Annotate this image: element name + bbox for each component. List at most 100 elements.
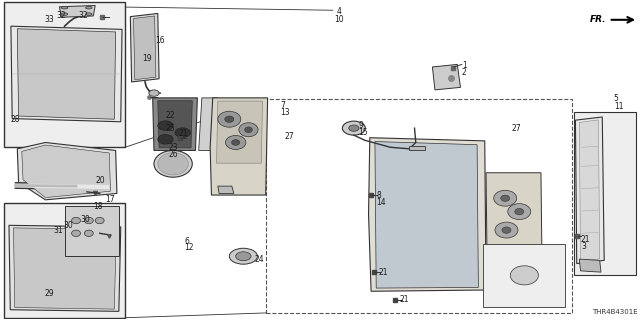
- Text: 21: 21: [400, 295, 410, 304]
- Ellipse shape: [502, 227, 511, 233]
- Polygon shape: [575, 117, 604, 264]
- Ellipse shape: [508, 204, 531, 220]
- Ellipse shape: [154, 150, 192, 177]
- Polygon shape: [375, 141, 478, 288]
- Text: 10: 10: [334, 15, 344, 24]
- Ellipse shape: [244, 127, 252, 132]
- Text: 24: 24: [255, 255, 264, 264]
- Text: 19: 19: [143, 53, 152, 62]
- Text: 28: 28: [10, 115, 20, 124]
- Text: 13: 13: [280, 108, 290, 117]
- Polygon shape: [198, 98, 218, 150]
- Ellipse shape: [493, 190, 516, 206]
- Ellipse shape: [158, 134, 173, 144]
- Text: 32: 32: [57, 11, 67, 20]
- Ellipse shape: [218, 111, 241, 127]
- Polygon shape: [369, 138, 486, 291]
- Bar: [4, 203, 125, 318]
- Ellipse shape: [61, 13, 68, 15]
- Polygon shape: [17, 29, 116, 119]
- Ellipse shape: [158, 121, 173, 130]
- Text: 18: 18: [93, 202, 103, 211]
- Ellipse shape: [86, 6, 92, 9]
- Polygon shape: [410, 146, 426, 150]
- Ellipse shape: [239, 123, 258, 137]
- Ellipse shape: [515, 208, 524, 215]
- Text: 27: 27: [511, 124, 521, 133]
- Text: 29: 29: [44, 289, 54, 298]
- Text: 32: 32: [79, 11, 88, 20]
- Text: 26: 26: [168, 150, 178, 159]
- Text: 3: 3: [582, 242, 587, 251]
- Text: 21: 21: [178, 129, 188, 138]
- Bar: [266, 100, 572, 313]
- Text: 8: 8: [376, 190, 381, 200]
- Text: 25: 25: [166, 124, 175, 132]
- Text: 7: 7: [280, 101, 285, 110]
- Bar: [483, 244, 565, 307]
- Text: 2: 2: [462, 68, 467, 77]
- Ellipse shape: [229, 248, 257, 264]
- Polygon shape: [60, 5, 95, 17]
- Text: 21: 21: [580, 235, 590, 244]
- Ellipse shape: [500, 195, 509, 201]
- Ellipse shape: [72, 230, 81, 236]
- Polygon shape: [13, 228, 116, 309]
- Text: 30: 30: [81, 215, 90, 224]
- Text: 15: 15: [358, 128, 368, 137]
- Text: 20: 20: [95, 176, 105, 185]
- Ellipse shape: [495, 222, 518, 238]
- Text: 27: 27: [285, 132, 294, 140]
- Bar: [4, 2, 125, 147]
- Polygon shape: [17, 142, 117, 200]
- Polygon shape: [131, 13, 159, 82]
- Text: 21: 21: [379, 268, 388, 277]
- Text: 31: 31: [53, 226, 63, 235]
- Polygon shape: [486, 173, 542, 283]
- Ellipse shape: [72, 217, 81, 224]
- Text: THR4B4301E: THR4B4301E: [593, 309, 638, 316]
- Ellipse shape: [342, 121, 365, 135]
- Polygon shape: [216, 101, 262, 163]
- Text: 4: 4: [337, 7, 342, 16]
- Text: 12: 12: [184, 243, 194, 252]
- Text: 9: 9: [358, 121, 363, 130]
- Polygon shape: [210, 98, 268, 195]
- Bar: [574, 112, 636, 275]
- Text: 14: 14: [376, 197, 386, 206]
- Text: 33: 33: [44, 15, 54, 24]
- Ellipse shape: [236, 252, 251, 261]
- Ellipse shape: [158, 153, 188, 175]
- Polygon shape: [9, 225, 121, 311]
- Ellipse shape: [225, 116, 234, 123]
- Polygon shape: [11, 26, 122, 122]
- Ellipse shape: [510, 266, 538, 285]
- Polygon shape: [22, 145, 111, 197]
- Ellipse shape: [175, 128, 190, 137]
- Polygon shape: [218, 186, 234, 194]
- Ellipse shape: [349, 125, 359, 131]
- Ellipse shape: [84, 217, 93, 224]
- Polygon shape: [134, 16, 156, 80]
- Text: FR.: FR.: [589, 15, 606, 24]
- Ellipse shape: [84, 230, 93, 236]
- Polygon shape: [579, 259, 601, 272]
- Text: 5: 5: [614, 94, 619, 103]
- Polygon shape: [153, 98, 197, 150]
- Text: 23: 23: [168, 143, 178, 152]
- Polygon shape: [433, 64, 461, 90]
- Polygon shape: [579, 120, 600, 261]
- Ellipse shape: [61, 6, 68, 9]
- Polygon shape: [158, 101, 192, 148]
- Text: 17: 17: [105, 195, 115, 204]
- Text: 1: 1: [462, 60, 467, 69]
- Text: 30: 30: [63, 221, 73, 230]
- Ellipse shape: [86, 13, 92, 15]
- Ellipse shape: [232, 140, 240, 145]
- Text: 6: 6: [184, 237, 189, 246]
- Ellipse shape: [225, 135, 246, 149]
- Text: 11: 11: [614, 102, 623, 111]
- Text: 22: 22: [166, 111, 175, 120]
- Ellipse shape: [149, 90, 159, 96]
- Ellipse shape: [95, 217, 104, 224]
